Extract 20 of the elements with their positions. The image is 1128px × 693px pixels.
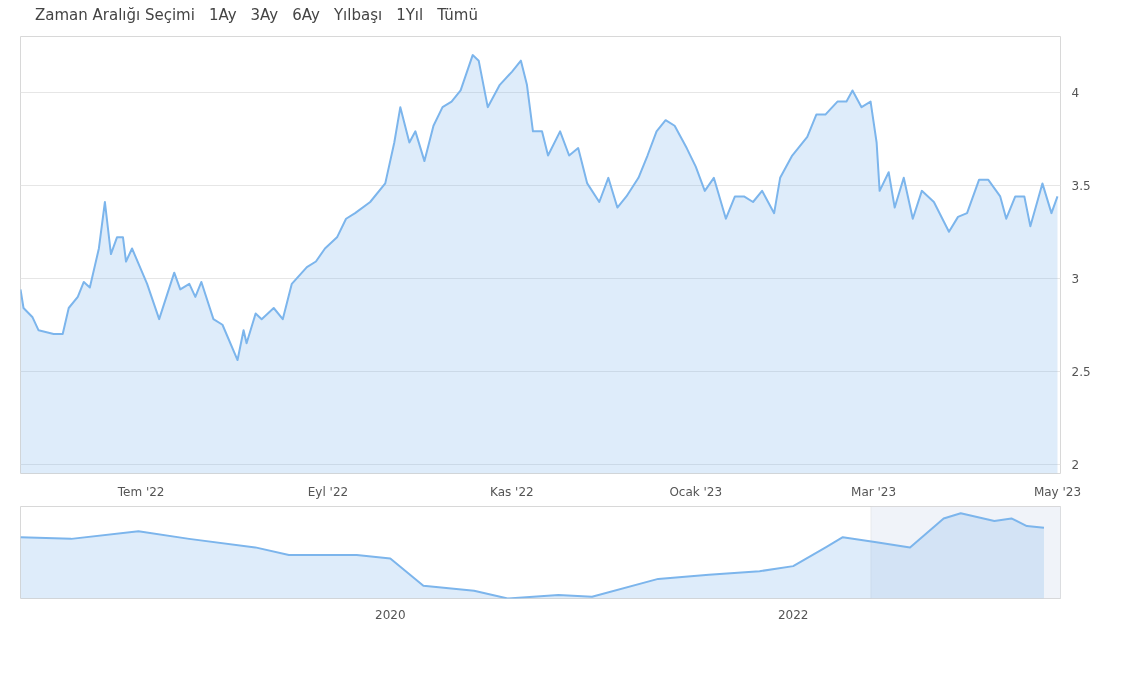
x-tick-label: May '23 <box>1033 484 1082 499</box>
y-tick-label: 4 <box>1071 86 1080 101</box>
text: 3Ay <box>250 6 279 24</box>
y-tick-label: 2.5 <box>1071 365 1091 380</box>
text: Zaman Aralığı Seçimi <box>35 6 195 24</box>
y-tick-label: 3.5 <box>1071 179 1091 194</box>
text: 1Ay <box>208 6 237 24</box>
text: 1Yıl <box>396 6 424 24</box>
text: 6Ay <box>292 6 320 24</box>
x-tick-label: Tem '22 <box>116 484 165 499</box>
x-tick-label: Eyl '22 <box>307 484 349 499</box>
x-tick-label: 2020 <box>375 607 406 622</box>
x-tick-label: Ocak '23 <box>669 484 723 499</box>
x-tick-label: Mar '23 <box>851 484 897 499</box>
x-tick-label: 2022 <box>777 607 809 622</box>
y-tick-label: 2 <box>1071 458 1080 473</box>
x-tick-label: Kas '22 <box>490 484 534 499</box>
text: Tümü <box>437 6 478 24</box>
y-tick-label: 3 <box>1071 272 1080 287</box>
text: Yılbaşı <box>333 6 383 24</box>
